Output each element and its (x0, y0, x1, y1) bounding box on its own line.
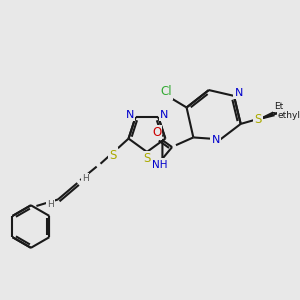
Text: ethyl: ethyl (278, 111, 300, 120)
Text: N: N (212, 135, 220, 145)
Text: N: N (126, 110, 134, 120)
Text: H: H (82, 174, 88, 183)
Text: O: O (152, 126, 161, 139)
Text: NH: NH (152, 160, 167, 170)
Text: N: N (160, 110, 168, 120)
Text: S: S (110, 148, 117, 161)
Text: Et: Et (274, 102, 283, 111)
Text: S: S (143, 152, 151, 165)
Text: H: H (47, 200, 54, 209)
Text: Cl: Cl (160, 85, 172, 98)
Text: N: N (235, 88, 243, 98)
Text: S: S (254, 112, 262, 126)
